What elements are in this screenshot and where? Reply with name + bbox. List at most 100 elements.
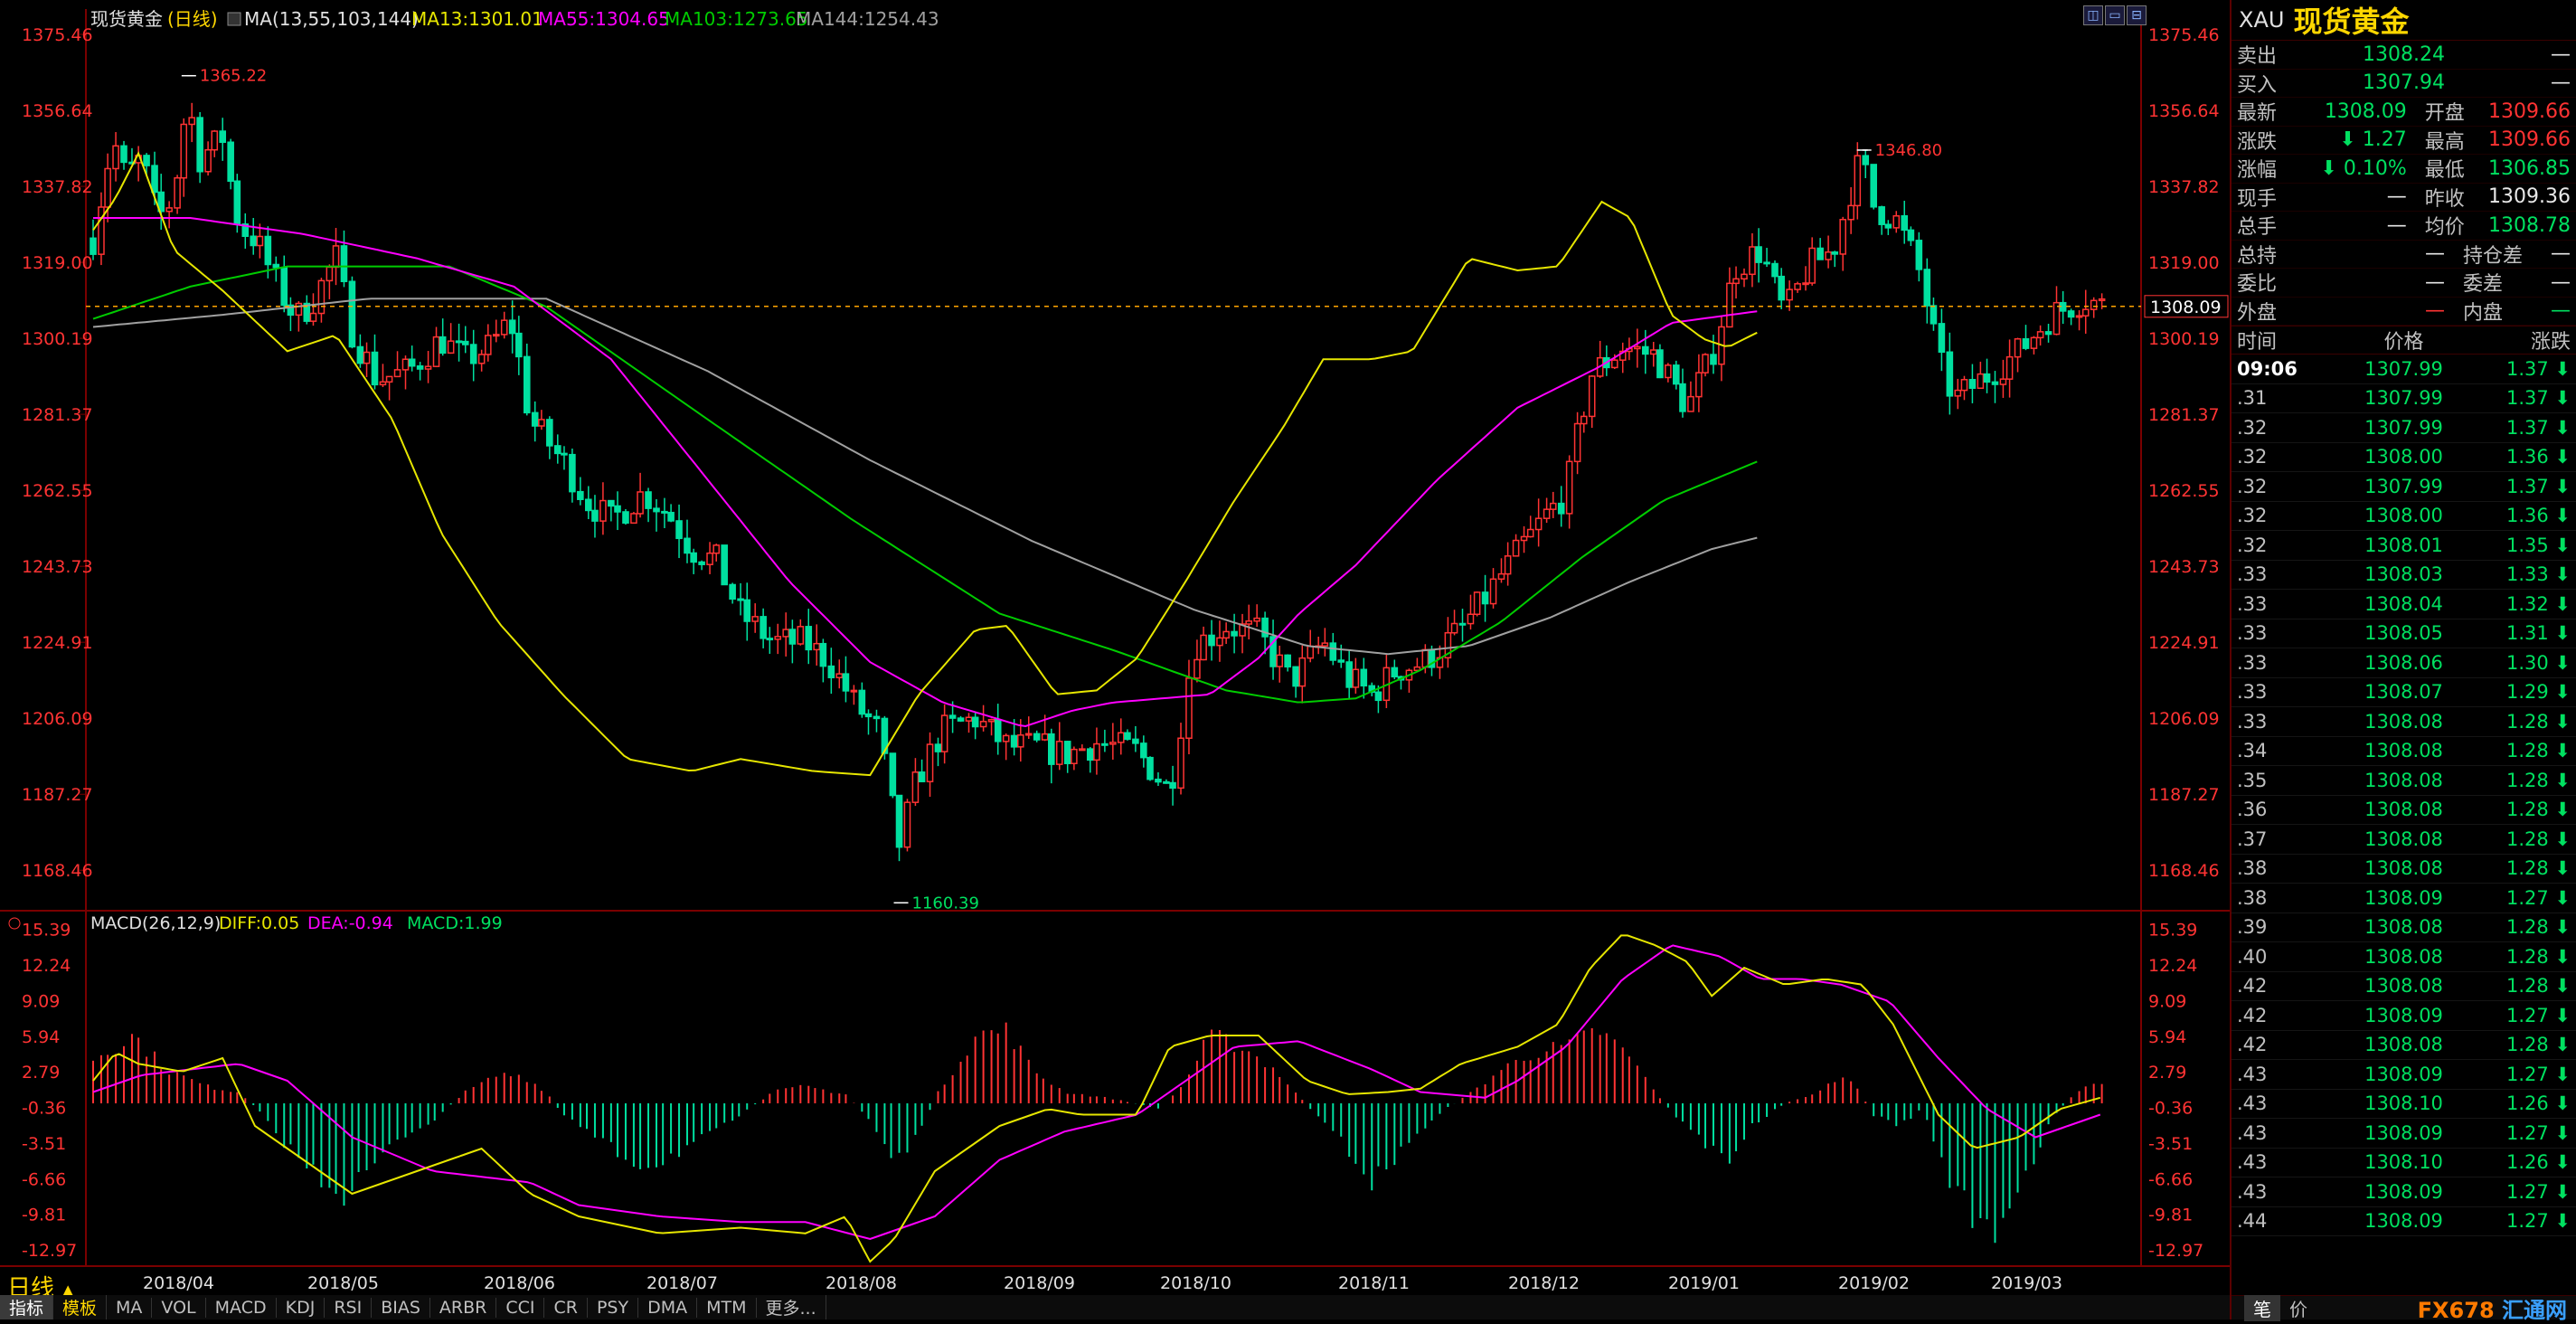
candle-body bbox=[1024, 733, 1033, 736]
candle-body bbox=[2036, 331, 2044, 339]
candle-body bbox=[340, 245, 348, 282]
x-tick-label: 2019/02 bbox=[1838, 1273, 1910, 1293]
x-tick-label: 2019/01 bbox=[1668, 1273, 1740, 1293]
minimize-icon[interactable]: ⊟ bbox=[2127, 5, 2147, 25]
candle-body bbox=[1573, 422, 1581, 463]
candle-body bbox=[1778, 275, 1785, 301]
candle-body bbox=[1755, 246, 1762, 263]
quote-value-2: — bbox=[2551, 43, 2571, 66]
candle-body bbox=[1923, 269, 1931, 307]
candle-body bbox=[250, 235, 258, 247]
price-button[interactable]: 价 bbox=[2289, 1298, 2307, 1320]
candle-body bbox=[1048, 733, 1055, 765]
restore-icon[interactable]: ▭ bbox=[2105, 5, 2125, 25]
candle-body bbox=[608, 499, 615, 507]
tick-row: .43 1308.09 1.27 ⬇ bbox=[2232, 1177, 2576, 1207]
quote-label: 涨跌 bbox=[2237, 130, 2278, 154]
tick-change: 1.29 ⬇ bbox=[2505, 681, 2571, 704]
chart-settings-icon[interactable] bbox=[227, 12, 241, 26]
candle-body bbox=[653, 507, 660, 513]
tick-time: .32 bbox=[2237, 475, 2268, 497]
candle-body bbox=[827, 665, 835, 678]
tick-row: .40 1308.08 1.28 ⬇ bbox=[2232, 942, 2576, 972]
ticks-list[interactable]: 09:06 1307.99 1.37 ⬇ .31 1307.99 1.37 ⬇ .3… bbox=[2232, 355, 2576, 1236]
tick-price: 1308.08 bbox=[2364, 975, 2443, 998]
candle-body bbox=[1140, 742, 1147, 759]
macd-tick-label-right: -0.36 bbox=[2148, 1099, 2193, 1119]
indicator-tab[interactable]: 指标 bbox=[0, 1295, 54, 1319]
indicator-tab[interactable]: MA bbox=[107, 1297, 153, 1318]
candle-body bbox=[979, 721, 987, 728]
candle-body bbox=[165, 207, 173, 213]
indicator-tab[interactable]: MTM bbox=[697, 1297, 757, 1318]
indicator-tab[interactable]: VOL bbox=[152, 1297, 206, 1318]
diff-value: DIFF:0.05 bbox=[219, 913, 299, 933]
indicator-tab[interactable]: RSI bbox=[325, 1297, 373, 1318]
layout-icon[interactable]: ◫ bbox=[2083, 5, 2103, 25]
annotations-group: 1308.09 1365.22 1160.39 1346.80 bbox=[86, 67, 2229, 913]
price-tick-label-left: 1168.46 bbox=[22, 861, 93, 881]
tick-button[interactable]: 笔 bbox=[2244, 1294, 2280, 1321]
tick-price: 1308.10 bbox=[2364, 1151, 2443, 1174]
tick-price: 1308.05 bbox=[2364, 622, 2443, 645]
candle-body bbox=[1063, 741, 1071, 764]
indicator-tab[interactable]: PSY bbox=[588, 1297, 639, 1318]
indicator-tab-bar: 指标 模板 MA VOL MACD KDJ RSI BIAS ARBR CCI CR PSY DMA MT… bbox=[0, 1295, 2230, 1319]
tick-change: 1.27 ⬇ bbox=[2505, 1063, 2571, 1085]
ticks-header: 时间 价格 涨跌 bbox=[2232, 326, 2576, 355]
macd-tick-label-left: -6.66 bbox=[22, 1169, 66, 1189]
indicator-tab[interactable]: ARBR bbox=[430, 1297, 497, 1318]
tick-row: .32 1307.99 1.37 ⬇ bbox=[2232, 413, 2576, 443]
candle-body bbox=[523, 355, 531, 414]
indicator-tab[interactable]: CR bbox=[544, 1297, 588, 1318]
candle-body bbox=[797, 626, 805, 645]
candle-body bbox=[1489, 578, 1497, 605]
candle-body bbox=[1101, 742, 1109, 746]
macd-lines-group bbox=[92, 934, 2101, 1263]
candle-body bbox=[805, 626, 813, 651]
x-tick-label: 2018/06 bbox=[484, 1273, 555, 1293]
indicator-tab[interactable]: KDJ bbox=[277, 1297, 326, 1318]
candle-body bbox=[2075, 315, 2083, 318]
tick-price: 1308.09 bbox=[2364, 886, 2443, 909]
tick-time: .33 bbox=[2237, 681, 2268, 704]
candle-body bbox=[174, 176, 181, 209]
tick-time: .33 bbox=[2237, 622, 2268, 645]
candle-body bbox=[1055, 741, 1063, 765]
candle-body bbox=[461, 340, 469, 345]
tick-row: .44 1308.09 1.27 ⬇ bbox=[2232, 1207, 2576, 1236]
candle-body bbox=[2081, 308, 2090, 317]
indicator-tab[interactable]: BIAS bbox=[372, 1297, 430, 1318]
tick-time: .42 bbox=[2237, 1004, 2268, 1026]
candle-body bbox=[1588, 375, 1596, 418]
indicator-tab[interactable]: 模板 bbox=[53, 1295, 108, 1319]
candle-body bbox=[1543, 508, 1551, 519]
candle-body bbox=[241, 223, 250, 237]
chart-area[interactable]: 现货黄金 (日线) MA(13,55,103,144) MA13:1301.01… bbox=[0, 0, 2230, 1319]
indicator-tab[interactable]: MACD bbox=[206, 1297, 277, 1318]
candle-body bbox=[1862, 155, 1870, 166]
candle-body bbox=[1741, 273, 1748, 280]
quote-value: — bbox=[2386, 213, 2407, 237]
tick-price: 1308.03 bbox=[2364, 563, 2443, 586]
candle-body bbox=[112, 145, 119, 170]
indicator-tab[interactable]: 更多... bbox=[757, 1295, 826, 1319]
ma55-line bbox=[93, 217, 1758, 728]
candle-body bbox=[637, 491, 644, 515]
tick-change: 1.27 ⬇ bbox=[2505, 1210, 2571, 1233]
macd-settings-icon[interactable] bbox=[8, 917, 21, 930]
indicator-tab[interactable]: CCI bbox=[496, 1297, 545, 1318]
candle-body bbox=[690, 552, 697, 563]
kline-svg[interactable]: 现货黄金 (日线) MA(13,55,103,144) MA13:1301.01… bbox=[0, 0, 2230, 1319]
candle-body bbox=[1261, 617, 1269, 638]
candle-body bbox=[233, 180, 241, 225]
candle-body bbox=[1946, 351, 1954, 397]
tick-change: 1.37 ⬇ bbox=[2505, 357, 2571, 380]
tick-row: .33 1308.03 1.33 ⬇ bbox=[2232, 561, 2576, 590]
indicator-tab[interactable]: DMA bbox=[638, 1297, 698, 1318]
instrument-name: 现货黄金 bbox=[90, 8, 163, 30]
tick-time: .43 bbox=[2237, 1180, 2268, 1203]
tick-price: 1308.06 bbox=[2364, 651, 2443, 674]
tick-row: .39 1308.08 1.28 ⬇ bbox=[2232, 913, 2576, 942]
candle-body bbox=[1839, 218, 1846, 255]
